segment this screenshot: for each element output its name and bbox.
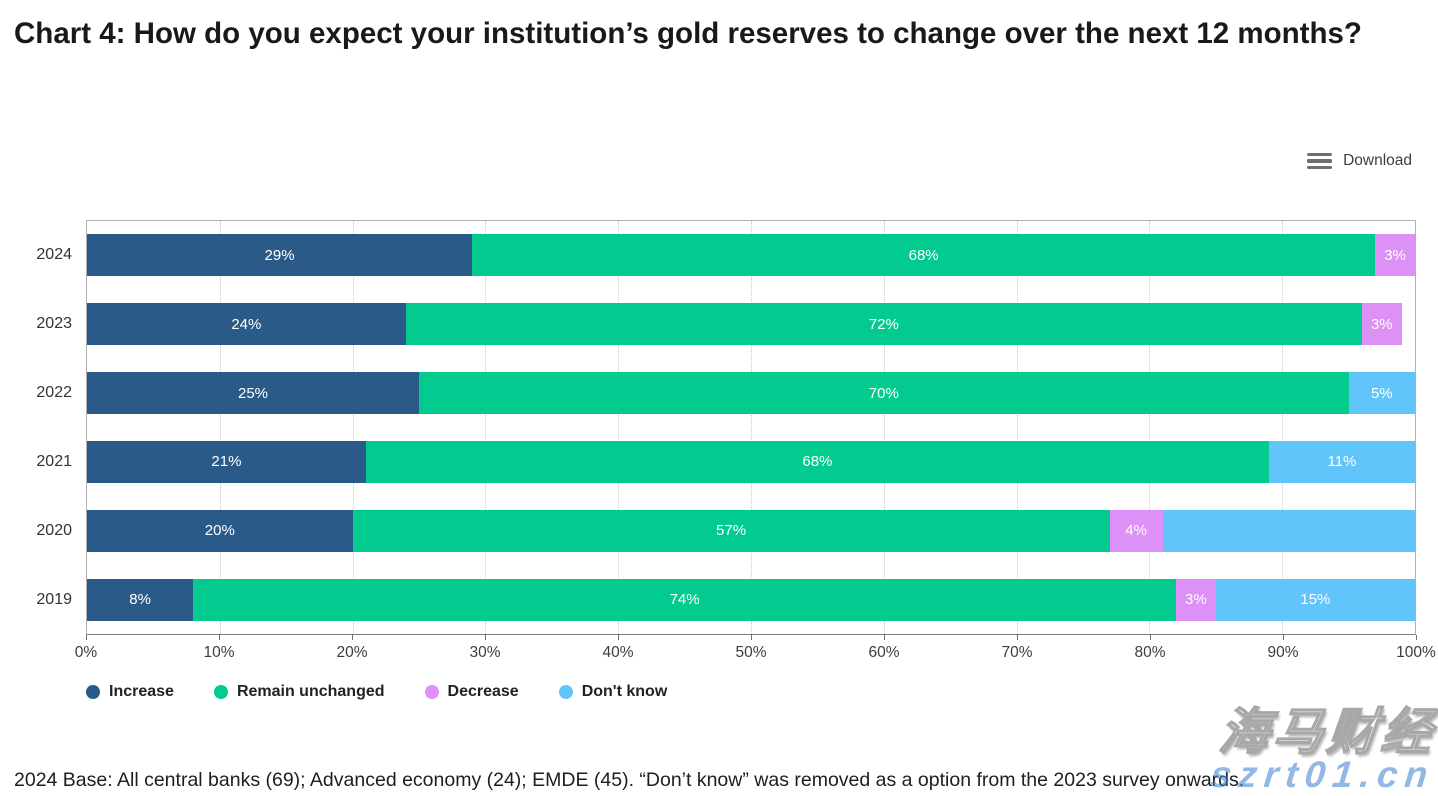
x-tick-label: 90% [1267,644,1299,661]
segment-don-t-know[interactable]: 11% [1268,440,1415,483]
x-tick-label: 10% [203,644,235,661]
x-tick-label: 40% [602,644,634,661]
segment-decrease[interactable]: 3% [1361,303,1402,346]
chart-row-2022: 2022 25% 70% 5% [36,359,1415,428]
plot-area: 2024 29% 68% 3% 2023 24% 72% 3% 2022 25% 70% 5% 2021… [36,220,1416,635]
chart-row-2024: 2024 29% 68% 3% [36,221,1415,290]
y-axis-label: 2021 [36,452,72,470]
gridline [751,221,752,634]
x-tick [1150,635,1151,640]
x-tick-label: 80% [1134,644,1166,661]
y-axis-label: 2024 [36,246,72,264]
x-tick [1017,635,1018,640]
download-label: Download [1343,152,1412,169]
x-tick [86,635,87,640]
download-menu-icon [1307,152,1333,170]
y-axis-label: 2020 [36,521,72,539]
segment-remain-unchanged[interactable]: 72% [405,303,1362,346]
x-tick [1283,635,1284,640]
legend-swatch-icon [213,685,228,699]
segment-decrease[interactable]: 3% [1375,234,1415,277]
gridline [352,221,354,634]
watermark-cjk: 海马财经 [1216,703,1438,761]
segment-decrease[interactable]: 4% [1109,509,1163,552]
x-tick [618,635,619,640]
x-tick [1416,635,1417,640]
x-tick-label: 30% [469,644,501,661]
segment-increase[interactable]: 20% [87,509,353,552]
gridline [1149,221,1151,634]
download-button[interactable]: Download [1307,152,1412,170]
base-note: 2024 Base: All central banks (69); Advan… [14,769,1245,791]
stacked-bar: 20% 57% 4% [87,509,1415,552]
segment-increase[interactable]: 29% [87,234,473,277]
legend-label: Increase [109,683,174,700]
legend-swatch-icon [558,685,573,699]
chart-row-2023: 2023 24% 72% 3% [36,290,1415,359]
segment-increase[interactable]: 21% [87,440,366,483]
legend-item-don-t-know[interactable]: Don't know [558,683,668,701]
page-title: Chart 4: How do you expect your institut… [14,17,1362,50]
segment-increase[interactable]: 25% [87,372,419,415]
gridline [618,221,620,634]
legend-item-decrease[interactable]: Decrease [424,683,519,701]
segment-don-t-know[interactable]: 15% [1215,578,1415,621]
segment-remain-unchanged[interactable]: 57% [352,509,1110,552]
x-tick-label: 100% [1396,644,1436,661]
y-axis-label: 2019 [36,590,72,608]
segment-increase[interactable]: 24% [87,303,406,346]
segment-remain-unchanged[interactable]: 68% [365,440,1269,483]
legend: Increase Remain unchanged Decrease Don't kn… [86,683,1416,701]
legend-item-remain-unchanged[interactable]: Remain unchanged [213,683,385,701]
legend-label: Don't know [581,683,668,700]
x-tick [352,635,353,640]
legend-item-increase[interactable]: Increase [86,683,174,701]
x-tick [751,635,752,640]
x-tick [219,635,220,640]
gridline [883,221,885,634]
gridline [485,221,487,634]
y-axis-label: 2022 [36,384,72,402]
x-tick-label: 20% [336,644,368,661]
stacked-bar: 24% 72% 3% [87,303,1415,346]
segment-remain-unchanged[interactable]: 68% [472,234,1376,277]
segment-don-t-know[interactable] [1162,509,1415,552]
segment-don-t-know[interactable]: 5% [1348,372,1415,415]
gridline [1282,221,1284,634]
stacked-bar: 21% 68% 11% [87,440,1415,483]
x-tick [884,635,885,640]
y-axis-label: 2023 [36,315,72,333]
stacked-bar: 8% 74% 3% 15% [87,578,1415,621]
x-axis: 0% 10% 20% 30% 40% 50% 60% 70% 80% 90% 100% [75,635,1436,669]
gridline [219,221,221,634]
x-tick-label: 60% [868,644,900,661]
chart-row-2020: 2020 20% 57% 4% [36,496,1415,565]
x-tick-label: 0% [74,644,98,661]
legend-label: Remain unchanged [236,683,385,700]
stacked-bar: 25% 70% 5% [87,372,1415,415]
gridline [1016,221,1018,634]
chart-row-2019: 2019 8% 74% 3% 15% [36,565,1415,634]
x-tick [485,635,486,640]
x-tick-label: 70% [1001,644,1033,661]
segment-remain-unchanged[interactable]: 70% [419,372,1349,415]
x-tick-label: 50% [735,644,767,661]
legend-swatch-icon [86,685,100,699]
segment-decrease[interactable]: 3% [1175,578,1216,621]
legend-label: Decrease [447,683,519,700]
legend-swatch-icon [424,685,439,699]
chart-row-2021: 2021 21% 68% 11% [36,427,1415,496]
segment-remain-unchanged[interactable]: 74% [193,578,1176,621]
segment-increase[interactable]: 8% [87,578,194,621]
stacked-bar: 29% 68% 3% [87,234,1415,277]
chart-section: 2024 29% 68% 3% 2023 24% 72% 3% 2022 25% 70% 5% 2021… [36,220,1436,701]
